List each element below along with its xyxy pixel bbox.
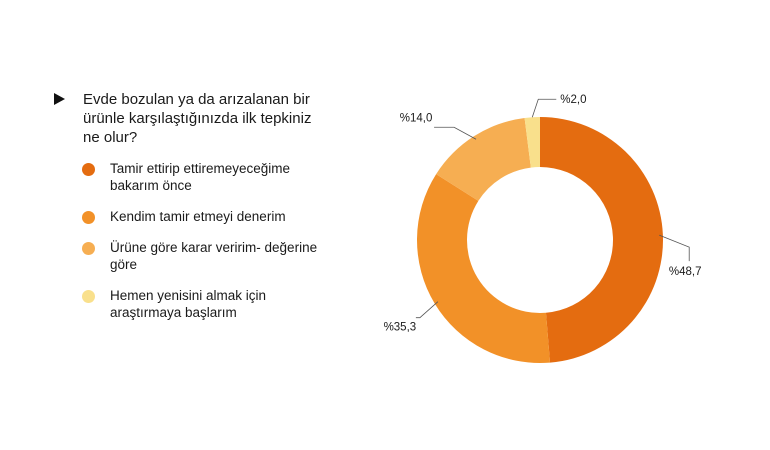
legend-swatch-icon	[82, 290, 95, 303]
legend-label: Hemen yenisini almak için araştırmaya ba…	[110, 288, 267, 320]
data-label: %2,0	[560, 94, 586, 106]
legend-item: Kendim tamir etmeyi denerim	[82, 208, 322, 225]
data-label: %35,3	[384, 322, 417, 334]
leader-line	[659, 234, 690, 262]
legend-swatch-icon	[82, 211, 95, 224]
question-text: Evde bozulan ya da arızalanan bir ürünle…	[83, 91, 312, 146]
chart-legend: Tamir ettirip ettiremeyeceğime bakarım ö…	[82, 160, 322, 335]
legend-swatch-icon	[82, 163, 95, 176]
legend-swatch-icon	[82, 242, 95, 255]
leader-line	[415, 301, 439, 319]
leader-line	[434, 126, 477, 140]
question-block: Evde bozulan ya da arızalanan bir ürünle…	[54, 90, 314, 147]
play-arrow-icon	[54, 93, 65, 105]
legend-label: Kendim tamir etmeyi denerim	[110, 209, 286, 224]
slice-tamir-ettirip	[540, 117, 663, 363]
slice-kendim-tamir	[416, 174, 551, 363]
data-label: %48,7	[669, 266, 702, 278]
legend-label: Ürüne göre karar veririm- değerine göre	[110, 240, 318, 272]
slice-hemen-yenisini	[524, 117, 540, 168]
slice-urune-gore	[436, 117, 531, 201]
legend-item: Hemen yenisini almak için araştırmaya ba…	[82, 287, 322, 321]
legend-label: Tamir ettirip ettiremeyeceğime bakarım ö…	[110, 161, 291, 193]
legend-item: Ürüne göre karar veririm- değerine göre	[82, 239, 322, 273]
leader-line	[531, 98, 557, 118]
data-label: %14,0	[400, 112, 433, 124]
legend-item: Tamir ettirip ettiremeyeceğime bakarım ö…	[82, 160, 322, 194]
